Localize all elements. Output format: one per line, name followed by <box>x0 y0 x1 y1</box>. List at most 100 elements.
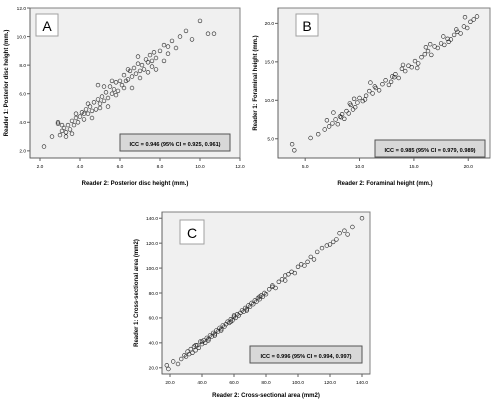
data-point-b <box>324 118 330 123</box>
data-point-c <box>331 239 336 245</box>
data-point-a <box>165 44 171 49</box>
data-point-a <box>73 111 79 116</box>
x-tick-label-a: 8.0 <box>157 164 164 170</box>
data-point-c <box>250 301 256 307</box>
data-point-b <box>355 100 360 105</box>
data-point-a <box>135 61 141 66</box>
data-point-b <box>412 58 418 64</box>
x-axis-label-c: Reader 2: Cross-sectional area (mm2) <box>212 393 320 399</box>
data-point-b <box>416 61 421 66</box>
data-point-b <box>383 78 388 83</box>
data-point-c <box>334 237 339 242</box>
data-point-a <box>57 132 63 138</box>
data-point-a <box>161 42 167 48</box>
data-point-b <box>396 75 401 81</box>
data-point-a <box>89 115 95 121</box>
data-point-a <box>139 62 145 68</box>
data-point-a <box>65 122 71 128</box>
data-point-b <box>422 51 428 57</box>
y-tick-label-c: 140.0 <box>146 216 158 222</box>
data-point-c <box>350 224 355 230</box>
x-axis-label-a: Reader 2: Posterior disc height (mm.) <box>82 181 189 187</box>
data-point-b <box>380 81 385 87</box>
data-point-b <box>357 95 362 101</box>
data-point-a <box>129 74 135 79</box>
data-point-b <box>442 42 447 48</box>
data-point-b <box>346 111 351 116</box>
icc-annotation-c: ICC = 0.996 (95% CI = 0.994, 0.997) <box>260 354 351 360</box>
data-point-a <box>81 111 87 116</box>
data-point-b <box>474 14 480 19</box>
x-tick-label-a: 12.0 <box>235 164 245 170</box>
data-point-c <box>247 304 253 309</box>
data-point-a <box>121 72 127 78</box>
data-point-b <box>322 127 327 132</box>
y-axis-label-b: Reader 1: Foraminal height (mm.) <box>253 35 259 130</box>
data-point-a <box>211 31 217 36</box>
y-tick-label-a: 6.0 <box>19 92 26 98</box>
data-point-a <box>91 100 97 105</box>
data-point-a <box>157 48 163 54</box>
data-point-a <box>189 37 195 42</box>
data-point-a <box>63 130 69 135</box>
panel-label-box-c <box>179 219 205 245</box>
data-point-c <box>166 366 171 372</box>
panel-label-box-a <box>35 13 59 37</box>
data-point-a <box>149 58 155 64</box>
data-point-a <box>95 82 101 88</box>
scatter-panel-b: 5.0 10.0 15.0 20.0 5.0 10.0 15.0 20.0 B ICC = 0… <box>253 7 491 187</box>
data-point-a <box>115 88 121 94</box>
data-point-a <box>81 117 87 122</box>
data-point-a <box>183 28 189 34</box>
data-point-a <box>107 84 113 89</box>
data-point-a <box>197 18 203 24</box>
data-point-c <box>170 359 176 364</box>
data-point-c <box>178 356 184 362</box>
data-point-b <box>409 64 414 70</box>
data-point-c <box>231 313 237 318</box>
data-point-c <box>273 285 278 291</box>
data-point-a <box>101 84 107 89</box>
data-point-b <box>308 135 313 141</box>
data-point-b <box>445 36 450 41</box>
y-tick-label-c: 100.0 <box>146 266 158 272</box>
data-point-a <box>145 60 151 65</box>
x-axis-label-b: Reader 2: Foraminal height (mm.) <box>337 181 432 187</box>
data-point-b <box>330 121 335 126</box>
y-tick-label-a: 10.0 <box>17 34 27 40</box>
data-point-a <box>145 70 151 75</box>
data-point-a <box>55 120 61 125</box>
x-tick-label-c: 100.0 <box>292 380 304 386</box>
data-point-b <box>428 41 433 47</box>
icc-box-c <box>249 345 363 364</box>
data-point-c <box>283 278 288 283</box>
data-point-c <box>244 306 250 312</box>
data-point-a <box>105 104 111 109</box>
data-point-a <box>89 108 95 114</box>
data-point-a <box>69 118 75 124</box>
data-point-a <box>67 127 73 132</box>
data-point-b <box>350 107 356 112</box>
data-point-b <box>352 104 358 110</box>
y-tick-label-c: 80.0 <box>149 291 159 297</box>
data-point-a <box>99 94 105 99</box>
data-point-a <box>141 67 147 72</box>
data-point-a <box>59 122 65 128</box>
panel-label-b: B <box>302 18 311 34</box>
data-point-c <box>315 249 320 255</box>
data-point-b <box>386 82 392 88</box>
data-point-a <box>71 122 77 128</box>
y-tick-label-b: 15.0 <box>265 60 275 66</box>
x-tick-label-b: 20.0 <box>464 164 474 170</box>
data-point-a <box>75 120 81 125</box>
data-point-a <box>131 65 137 71</box>
y-tick-label-a: 8.0 <box>19 63 26 69</box>
data-point-a <box>103 90 109 95</box>
data-point-b <box>448 37 454 42</box>
x-tick-label-a: 2.0 <box>37 164 44 170</box>
data-point-b <box>351 96 357 102</box>
data-point-a <box>113 92 119 98</box>
data-point-b <box>451 32 457 38</box>
data-point-a <box>133 71 139 76</box>
axes-a <box>29 8 240 159</box>
